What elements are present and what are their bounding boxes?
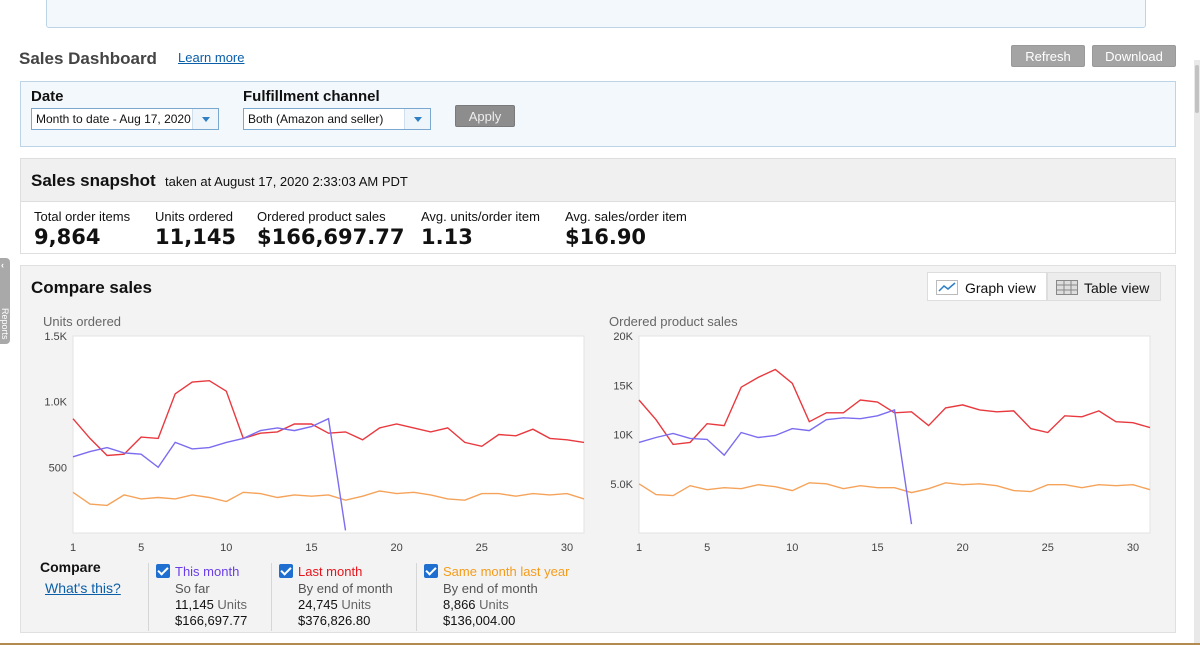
series-line-this-month: [72, 417, 347, 531]
legend-sales: $136,004.00: [443, 613, 516, 628]
legend-divider: [416, 563, 417, 631]
filter-panel: [20, 81, 1176, 147]
x-tick-label: 10: [786, 542, 798, 554]
legend-sub: By end of month: [298, 581, 393, 596]
date-dropdown-button[interactable]: [192, 109, 218, 129]
whats-this-link[interactable]: What's this?: [45, 580, 121, 596]
last-month-checkbox[interactable]: [279, 564, 293, 578]
x-tick-label: 15: [305, 542, 317, 554]
y-axis-label: Units ordered: [43, 314, 121, 329]
fulfillment-dropdown-button[interactable]: [404, 109, 430, 129]
reports-side-tab[interactable]: ‹ Reports: [0, 258, 10, 344]
graph-view-button[interactable]: Graph view: [927, 272, 1047, 301]
compare-label: Compare: [40, 559, 101, 575]
chevron-left-icon: ‹: [1, 260, 4, 270]
x-tick-label: 20: [391, 542, 403, 554]
legend-sales: $166,697.77: [175, 613, 248, 628]
metric-value-avg-units: 1.13: [421, 225, 473, 249]
date-filter-label: Date: [31, 88, 64, 105]
apply-button[interactable]: Apply: [455, 105, 515, 127]
fulfillment-select-value: Both (Amazon and seller): [248, 112, 384, 126]
chevron-down-icon: [414, 117, 422, 122]
metric-value-ordered-product-sales: $166,697.77: [257, 225, 405, 249]
table-view-label: Table view: [1084, 280, 1150, 296]
graph-view-label: Graph view: [965, 280, 1036, 296]
refresh-button[interactable]: Refresh: [1011, 45, 1085, 67]
series-line-same-month-last-year: [638, 482, 1151, 497]
legend-units-value: 8,866: [443, 597, 476, 612]
legend-sales: $376,826.80: [298, 613, 371, 628]
snapshot-timestamp: taken at August 17, 2020 2:33:03 AM PDT: [165, 174, 408, 189]
legend-units-value: 11,145: [175, 597, 214, 612]
page-title: Sales Dashboard: [19, 49, 157, 68]
scrollbar-thumb[interactable]: [1195, 65, 1199, 113]
date-select[interactable]: Month to date - Aug 17, 2020: [31, 108, 219, 130]
legend-units-word: Units: [217, 597, 248, 612]
same-month-last-year-checkbox[interactable]: [424, 564, 438, 578]
fulfillment-filter-label: Fulfillment channel: [243, 88, 380, 105]
bottom-border: [0, 643, 1200, 645]
y-tick-label: 5.0K: [610, 479, 633, 491]
this-month-checkbox[interactable]: [156, 564, 170, 578]
legend-units: 8,866 Units: [443, 597, 509, 612]
snapshot-title: Sales snapshot: [31, 171, 156, 190]
metric-label-avg-sales: Avg. sales/order item: [565, 209, 687, 224]
x-tick-label: 30: [1127, 542, 1139, 554]
learn-more-link[interactable]: Learn more: [178, 50, 245, 65]
legend-sub: So far: [175, 581, 210, 596]
compare-sales-title: Compare sales: [31, 278, 152, 297]
metric-value-total-order-items: 9,864: [34, 225, 101, 249]
x-tick-label: 25: [476, 542, 488, 554]
x-tick-label: 5: [138, 542, 144, 554]
legend-divider: [271, 563, 272, 631]
metric-label-avg-units: Avg. units/order item: [421, 209, 540, 224]
y-axis-label: Ordered product sales: [609, 314, 738, 329]
legend-divider: [148, 563, 149, 631]
y-tick-label: 1.0K: [44, 397, 67, 409]
series-line-same-month-last-year: [72, 490, 585, 507]
y-tick-label: 1.5K: [44, 331, 67, 343]
x-tick-label: 30: [561, 542, 573, 554]
legend-units: 24,745 Units: [298, 597, 371, 612]
metric-label-units-ordered: Units ordered: [155, 209, 234, 224]
series-line-last-month: [72, 379, 585, 457]
table-view-button[interactable]: Table view: [1047, 272, 1161, 301]
metric-label-ordered-product-sales: Ordered product sales: [257, 209, 386, 224]
x-tick-label: 1: [636, 542, 642, 554]
legend-name: Same month last year: [443, 564, 570, 579]
download-button[interactable]: Download: [1092, 45, 1176, 67]
x-tick-label: 5: [704, 542, 710, 554]
metric-value-avg-sales: $16.90: [565, 225, 647, 249]
legend-name: Last month: [298, 564, 363, 579]
scrollbar[interactable]: [1194, 60, 1200, 645]
info-banner: [46, 0, 1146, 28]
y-tick-label: 10K: [613, 430, 633, 442]
fulfillment-select[interactable]: Both (Amazon and seller): [243, 108, 431, 130]
y-tick-label: 15K: [613, 380, 633, 392]
legend-units-value: 24,745: [298, 597, 338, 612]
snapshot-header: [20, 158, 1176, 202]
metric-value-units-ordered: 11,145: [155, 225, 237, 249]
plot-area: [638, 335, 1151, 534]
x-tick-label: 20: [957, 542, 969, 554]
legend-units: 11,145 Units: [175, 597, 247, 612]
date-select-value: Month to date - Aug 17, 2020: [36, 112, 191, 126]
y-tick-label: 500: [49, 462, 67, 474]
legend-units-word: Units: [341, 597, 372, 612]
legend-sub: By end of month: [443, 581, 538, 596]
x-tick-label: 15: [871, 542, 883, 554]
x-tick-label: 25: [1042, 542, 1054, 554]
legend-units-word: Units: [479, 597, 509, 612]
y-tick-label: 20K: [613, 331, 633, 343]
chevron-down-icon: [202, 117, 210, 122]
series-line-this-month: [638, 408, 913, 525]
legend-name: This month: [175, 564, 240, 579]
line-graph-icon: [936, 280, 958, 295]
x-tick-label: 10: [220, 542, 232, 554]
snapshot-metrics: [20, 202, 1176, 254]
x-tick-label: 1: [70, 542, 76, 554]
table-icon: [1056, 280, 1078, 295]
metric-label-total-order-items: Total order items: [34, 209, 131, 224]
